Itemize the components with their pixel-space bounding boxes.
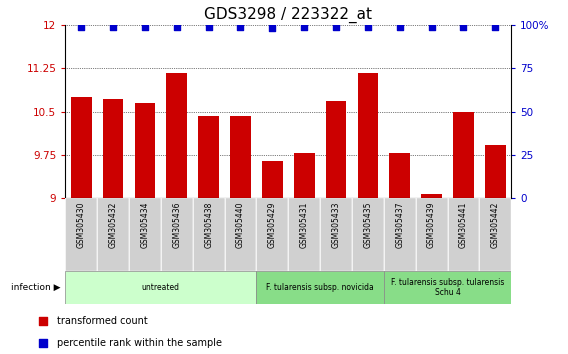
Bar bbox=[198, 116, 219, 198]
Bar bbox=[65, 198, 97, 271]
Bar bbox=[224, 198, 256, 271]
Bar bbox=[161, 198, 193, 271]
Bar bbox=[416, 198, 448, 271]
Bar bbox=[166, 73, 187, 198]
Point bbox=[397, 257, 406, 263]
Point bbox=[77, 24, 86, 29]
Point bbox=[364, 24, 373, 29]
Text: GSM305437: GSM305437 bbox=[395, 202, 404, 249]
Text: untreated: untreated bbox=[142, 283, 180, 292]
Bar bbox=[421, 194, 442, 198]
Bar bbox=[97, 198, 129, 271]
Point bbox=[491, 24, 500, 29]
Text: GSM305441: GSM305441 bbox=[459, 202, 468, 248]
Text: GSM305442: GSM305442 bbox=[491, 202, 500, 248]
Bar bbox=[262, 161, 283, 198]
Bar bbox=[357, 73, 378, 198]
Point bbox=[300, 24, 309, 29]
Bar bbox=[294, 153, 315, 198]
Point bbox=[459, 24, 468, 29]
Text: infection ▶: infection ▶ bbox=[11, 283, 60, 292]
Bar bbox=[256, 271, 384, 304]
Bar bbox=[71, 97, 91, 198]
Text: GSM305440: GSM305440 bbox=[236, 202, 245, 249]
Title: GDS3298 / 223322_at: GDS3298 / 223322_at bbox=[204, 7, 372, 23]
Text: F. tularensis subsp. novicida: F. tularensis subsp. novicida bbox=[266, 283, 374, 292]
Bar bbox=[193, 198, 224, 271]
Bar bbox=[485, 145, 506, 198]
Bar bbox=[384, 271, 511, 304]
Bar bbox=[129, 198, 161, 271]
Bar bbox=[453, 112, 474, 198]
Point bbox=[108, 24, 118, 29]
Bar bbox=[320, 198, 352, 271]
Point bbox=[427, 24, 436, 29]
Text: GSM305432: GSM305432 bbox=[108, 202, 118, 248]
Bar bbox=[352, 198, 384, 271]
Bar bbox=[390, 153, 410, 198]
Text: transformed count: transformed count bbox=[57, 316, 148, 326]
Point bbox=[332, 24, 341, 29]
Bar bbox=[65, 271, 256, 304]
Text: GSM305433: GSM305433 bbox=[332, 202, 341, 249]
Text: percentile rank within the sample: percentile rank within the sample bbox=[57, 338, 222, 348]
Point bbox=[268, 25, 277, 31]
Text: GSM305435: GSM305435 bbox=[364, 202, 373, 249]
Point bbox=[397, 63, 406, 68]
Text: GSM305431: GSM305431 bbox=[300, 202, 308, 248]
Text: GSM305439: GSM305439 bbox=[427, 202, 436, 249]
Bar bbox=[256, 198, 288, 271]
Point bbox=[236, 24, 245, 29]
Bar bbox=[230, 116, 251, 198]
Point bbox=[395, 24, 404, 29]
Bar bbox=[135, 103, 155, 198]
Point bbox=[172, 24, 181, 29]
Bar bbox=[384, 198, 416, 271]
Bar bbox=[479, 198, 511, 271]
Bar bbox=[325, 101, 346, 198]
Bar bbox=[288, 198, 320, 271]
Bar bbox=[103, 99, 123, 198]
Text: F. tularensis subsp. tularensis
Schu 4: F. tularensis subsp. tularensis Schu 4 bbox=[391, 278, 504, 297]
Text: GSM305436: GSM305436 bbox=[172, 202, 181, 249]
Text: GSM305429: GSM305429 bbox=[268, 202, 277, 248]
Point bbox=[204, 24, 213, 29]
Bar bbox=[448, 198, 479, 271]
Text: GSM305434: GSM305434 bbox=[140, 202, 149, 249]
Text: GSM305430: GSM305430 bbox=[77, 202, 86, 249]
Point bbox=[140, 24, 149, 29]
Text: GSM305438: GSM305438 bbox=[204, 202, 213, 248]
